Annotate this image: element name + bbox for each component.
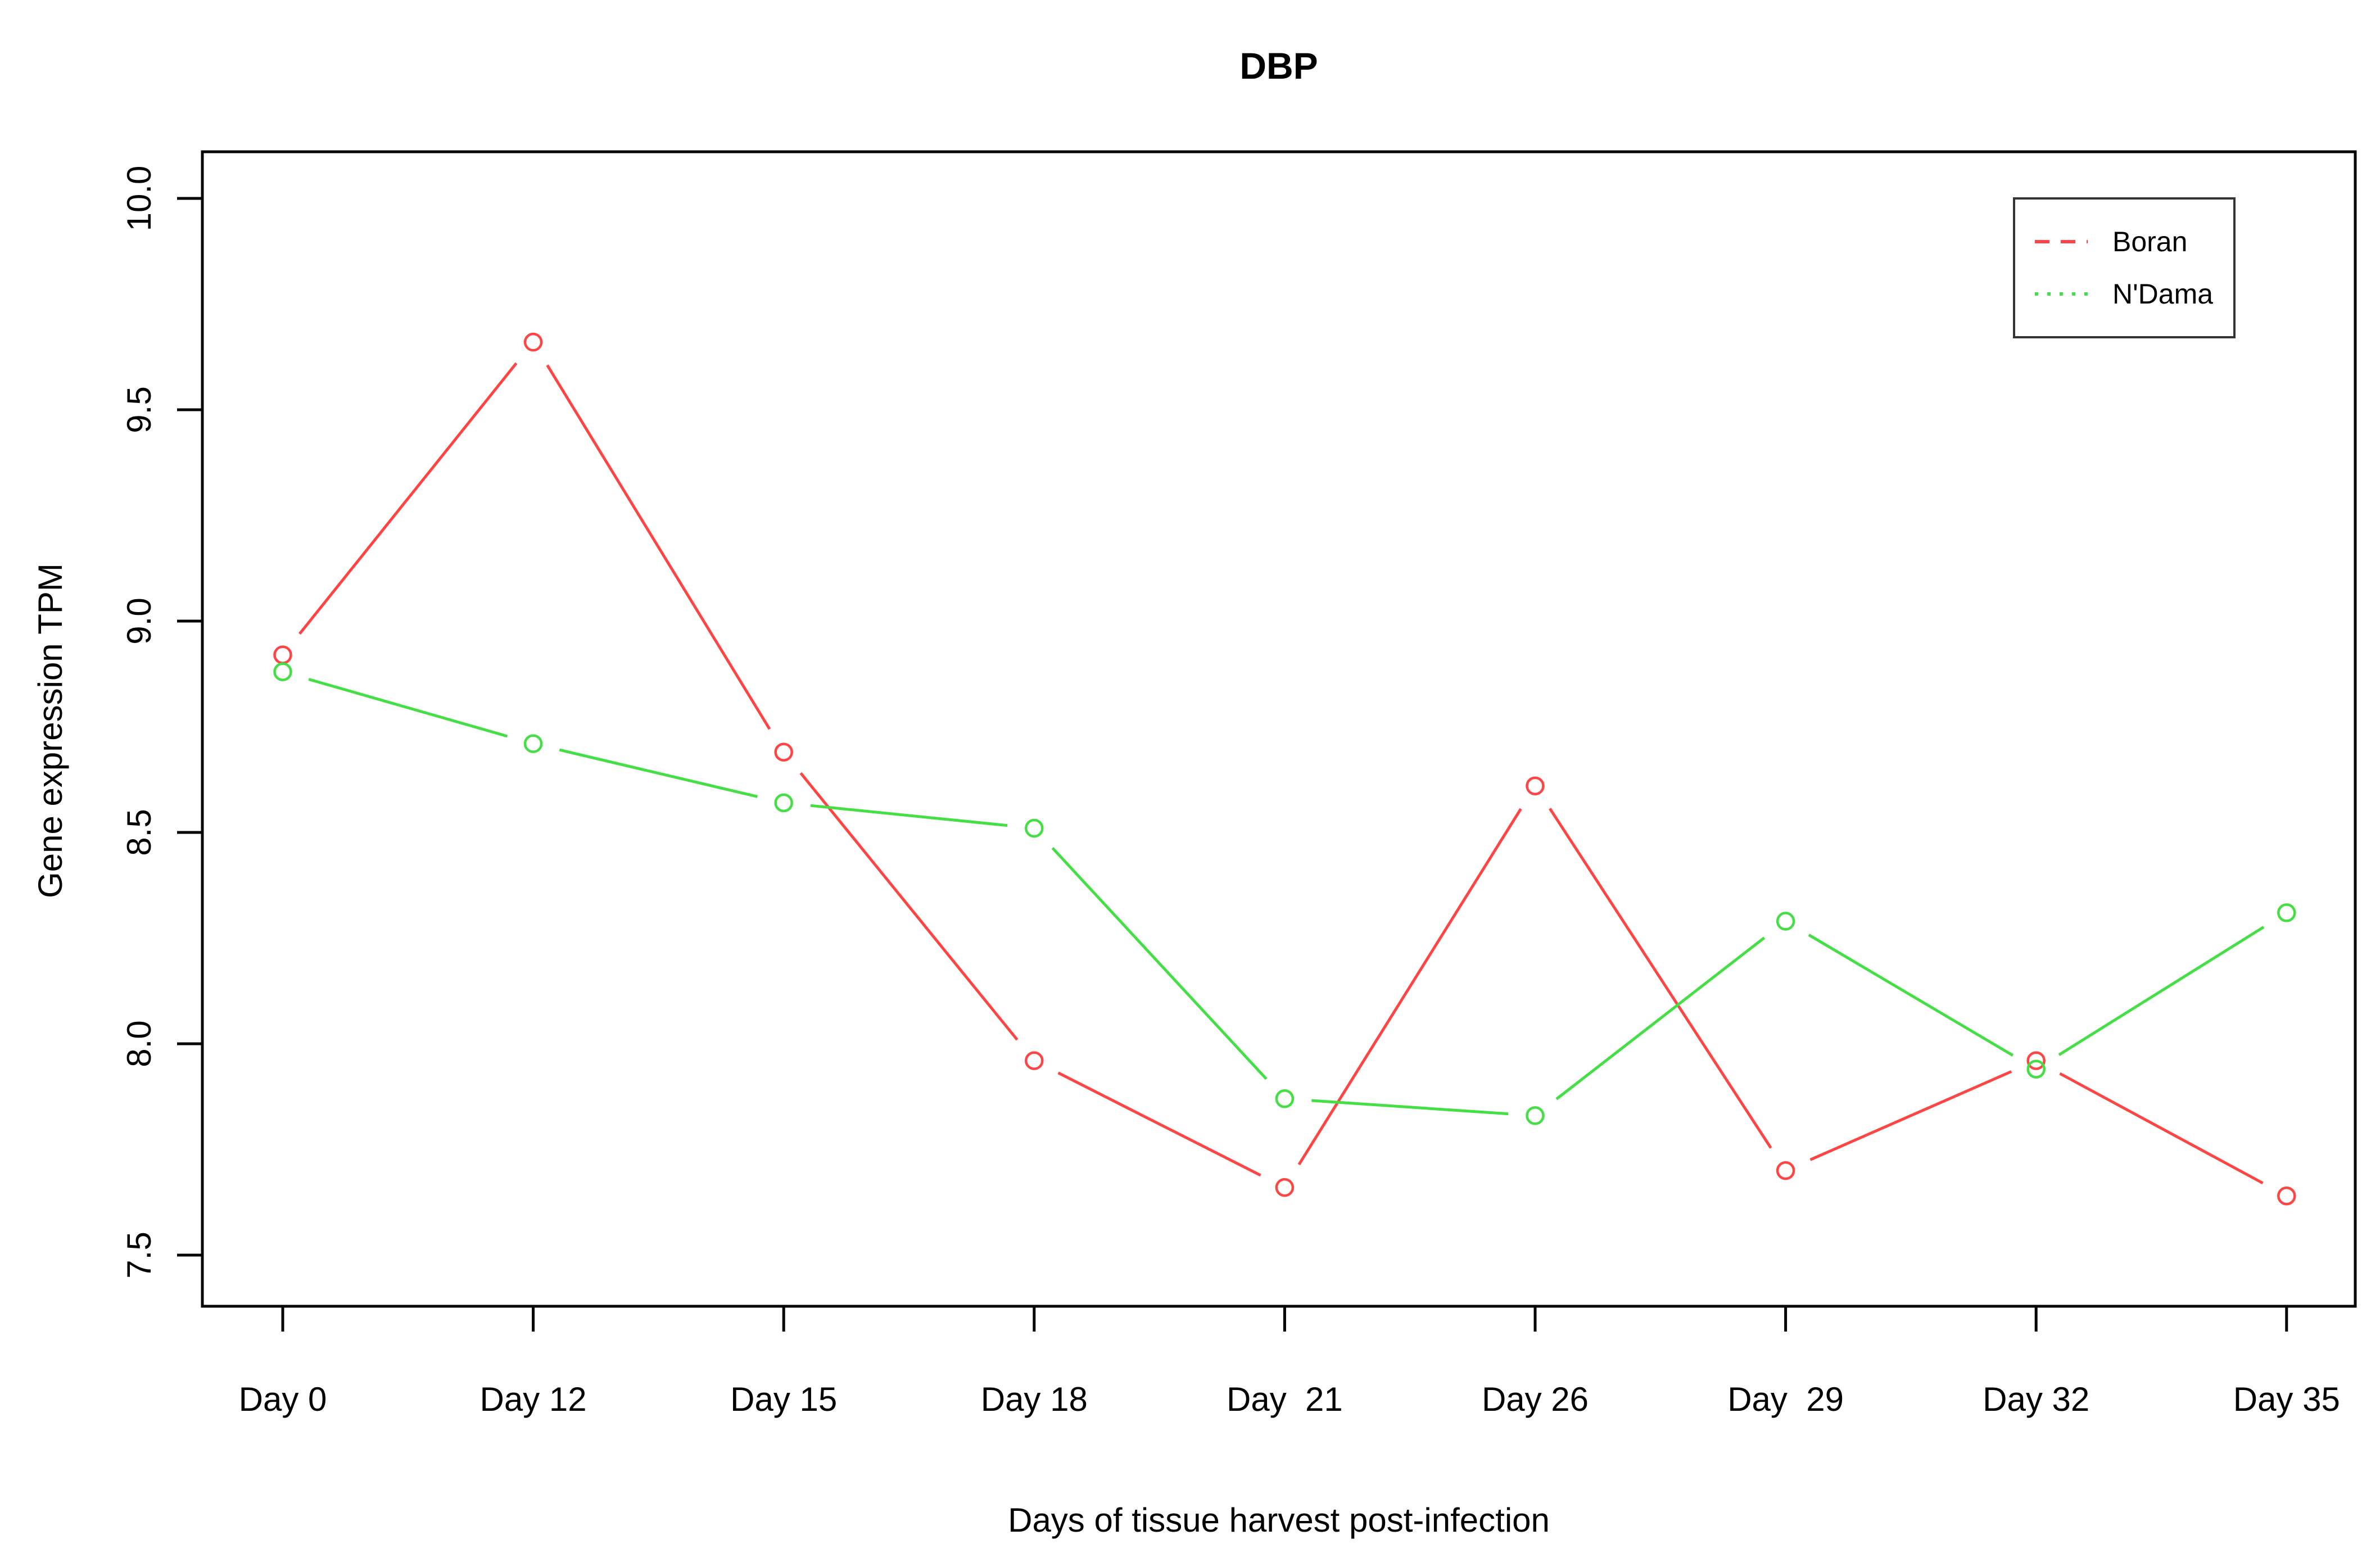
x-tick-label: Day 12 bbox=[480, 1380, 587, 1418]
data-point-marker bbox=[1275, 1089, 1295, 1108]
y-tick-label: 9.0 bbox=[120, 597, 158, 644]
data-point-marker bbox=[2026, 1060, 2046, 1079]
y-tick-label: 9.5 bbox=[120, 386, 158, 433]
x-axis-ticks: Day 0 Day 12 Day 15 Day 18 Day 21 Day 26 Day 2… bbox=[239, 1306, 2340, 1418]
y-tick-label: 8.0 bbox=[120, 1020, 158, 1067]
x-tick-label: Day 21 bbox=[1227, 1380, 1343, 1418]
data-point-marker bbox=[273, 662, 292, 681]
x-tick-label: Day 15 bbox=[730, 1380, 837, 1418]
data-point-marker bbox=[1025, 1051, 1044, 1070]
series-segment bbox=[559, 748, 758, 798]
x-axis-title: Days of tissue harvest post-infection bbox=[1008, 1501, 1550, 1539]
series-segment bbox=[1555, 936, 1766, 1101]
series-segment bbox=[546, 364, 771, 730]
y-tick-label: 10.0 bbox=[120, 166, 158, 232]
series-segment bbox=[1808, 934, 2014, 1057]
data-point-marker bbox=[1776, 1161, 1795, 1180]
data-point-marker bbox=[2277, 1186, 2296, 1206]
data-point-marker bbox=[774, 742, 793, 762]
data-point-marker bbox=[1776, 912, 1795, 931]
series-segment bbox=[799, 772, 1019, 1041]
series-segment bbox=[2058, 926, 2265, 1056]
data-point-marker bbox=[1526, 776, 1545, 796]
chart-title: DBP bbox=[1239, 45, 1318, 87]
y-axis-ticks: 7.5 8.0 8.5 9.0 9.5 10.0 bbox=[120, 166, 202, 1279]
x-tick-label: Day 32 bbox=[1983, 1380, 2089, 1418]
series-segment bbox=[1297, 808, 1522, 1166]
data-point-marker bbox=[523, 734, 543, 753]
x-tick-label: Day 18 bbox=[981, 1380, 1088, 1418]
data-point-marker bbox=[2277, 903, 2296, 922]
x-tick-label: Day 35 bbox=[2233, 1380, 2340, 1418]
legend-label: N'Dama bbox=[2112, 278, 2213, 310]
x-tick-label: Day 26 bbox=[1482, 1380, 1589, 1418]
y-axis-title: Gene expression TPM bbox=[31, 563, 69, 898]
x-tick-label: Day 29 bbox=[1727, 1380, 1844, 1418]
data-point-marker bbox=[2026, 1051, 2046, 1070]
series-lines bbox=[273, 332, 2296, 1206]
series-segment bbox=[2059, 1072, 2264, 1185]
legend-label: Boran bbox=[2112, 226, 2187, 257]
series-n-dama bbox=[273, 662, 2296, 1125]
series-boran bbox=[273, 332, 2296, 1206]
series-segment bbox=[1809, 1070, 2012, 1161]
data-point-marker bbox=[774, 793, 793, 813]
series-segment bbox=[298, 362, 518, 635]
series-segment bbox=[1311, 1099, 1509, 1116]
data-point-marker bbox=[1275, 1178, 1295, 1197]
series-segment bbox=[1051, 847, 1268, 1080]
series-segment bbox=[308, 678, 508, 738]
data-point-marker bbox=[523, 332, 543, 352]
y-tick-label: 8.5 bbox=[120, 809, 158, 855]
legend-box bbox=[2013, 197, 2236, 338]
series-segment bbox=[1057, 1071, 1261, 1177]
series-segment bbox=[810, 804, 1008, 827]
y-tick-label: 7.5 bbox=[120, 1232, 158, 1278]
series-segment bbox=[1549, 808, 1772, 1149]
x-tick-label: Day 0 bbox=[239, 1380, 327, 1418]
data-point-marker bbox=[1025, 818, 1044, 838]
data-point-marker bbox=[1526, 1106, 1545, 1125]
plot-box bbox=[201, 150, 2357, 1308]
data-point-marker bbox=[273, 645, 292, 664]
legend: Boran N'Dama bbox=[2013, 197, 2236, 338]
